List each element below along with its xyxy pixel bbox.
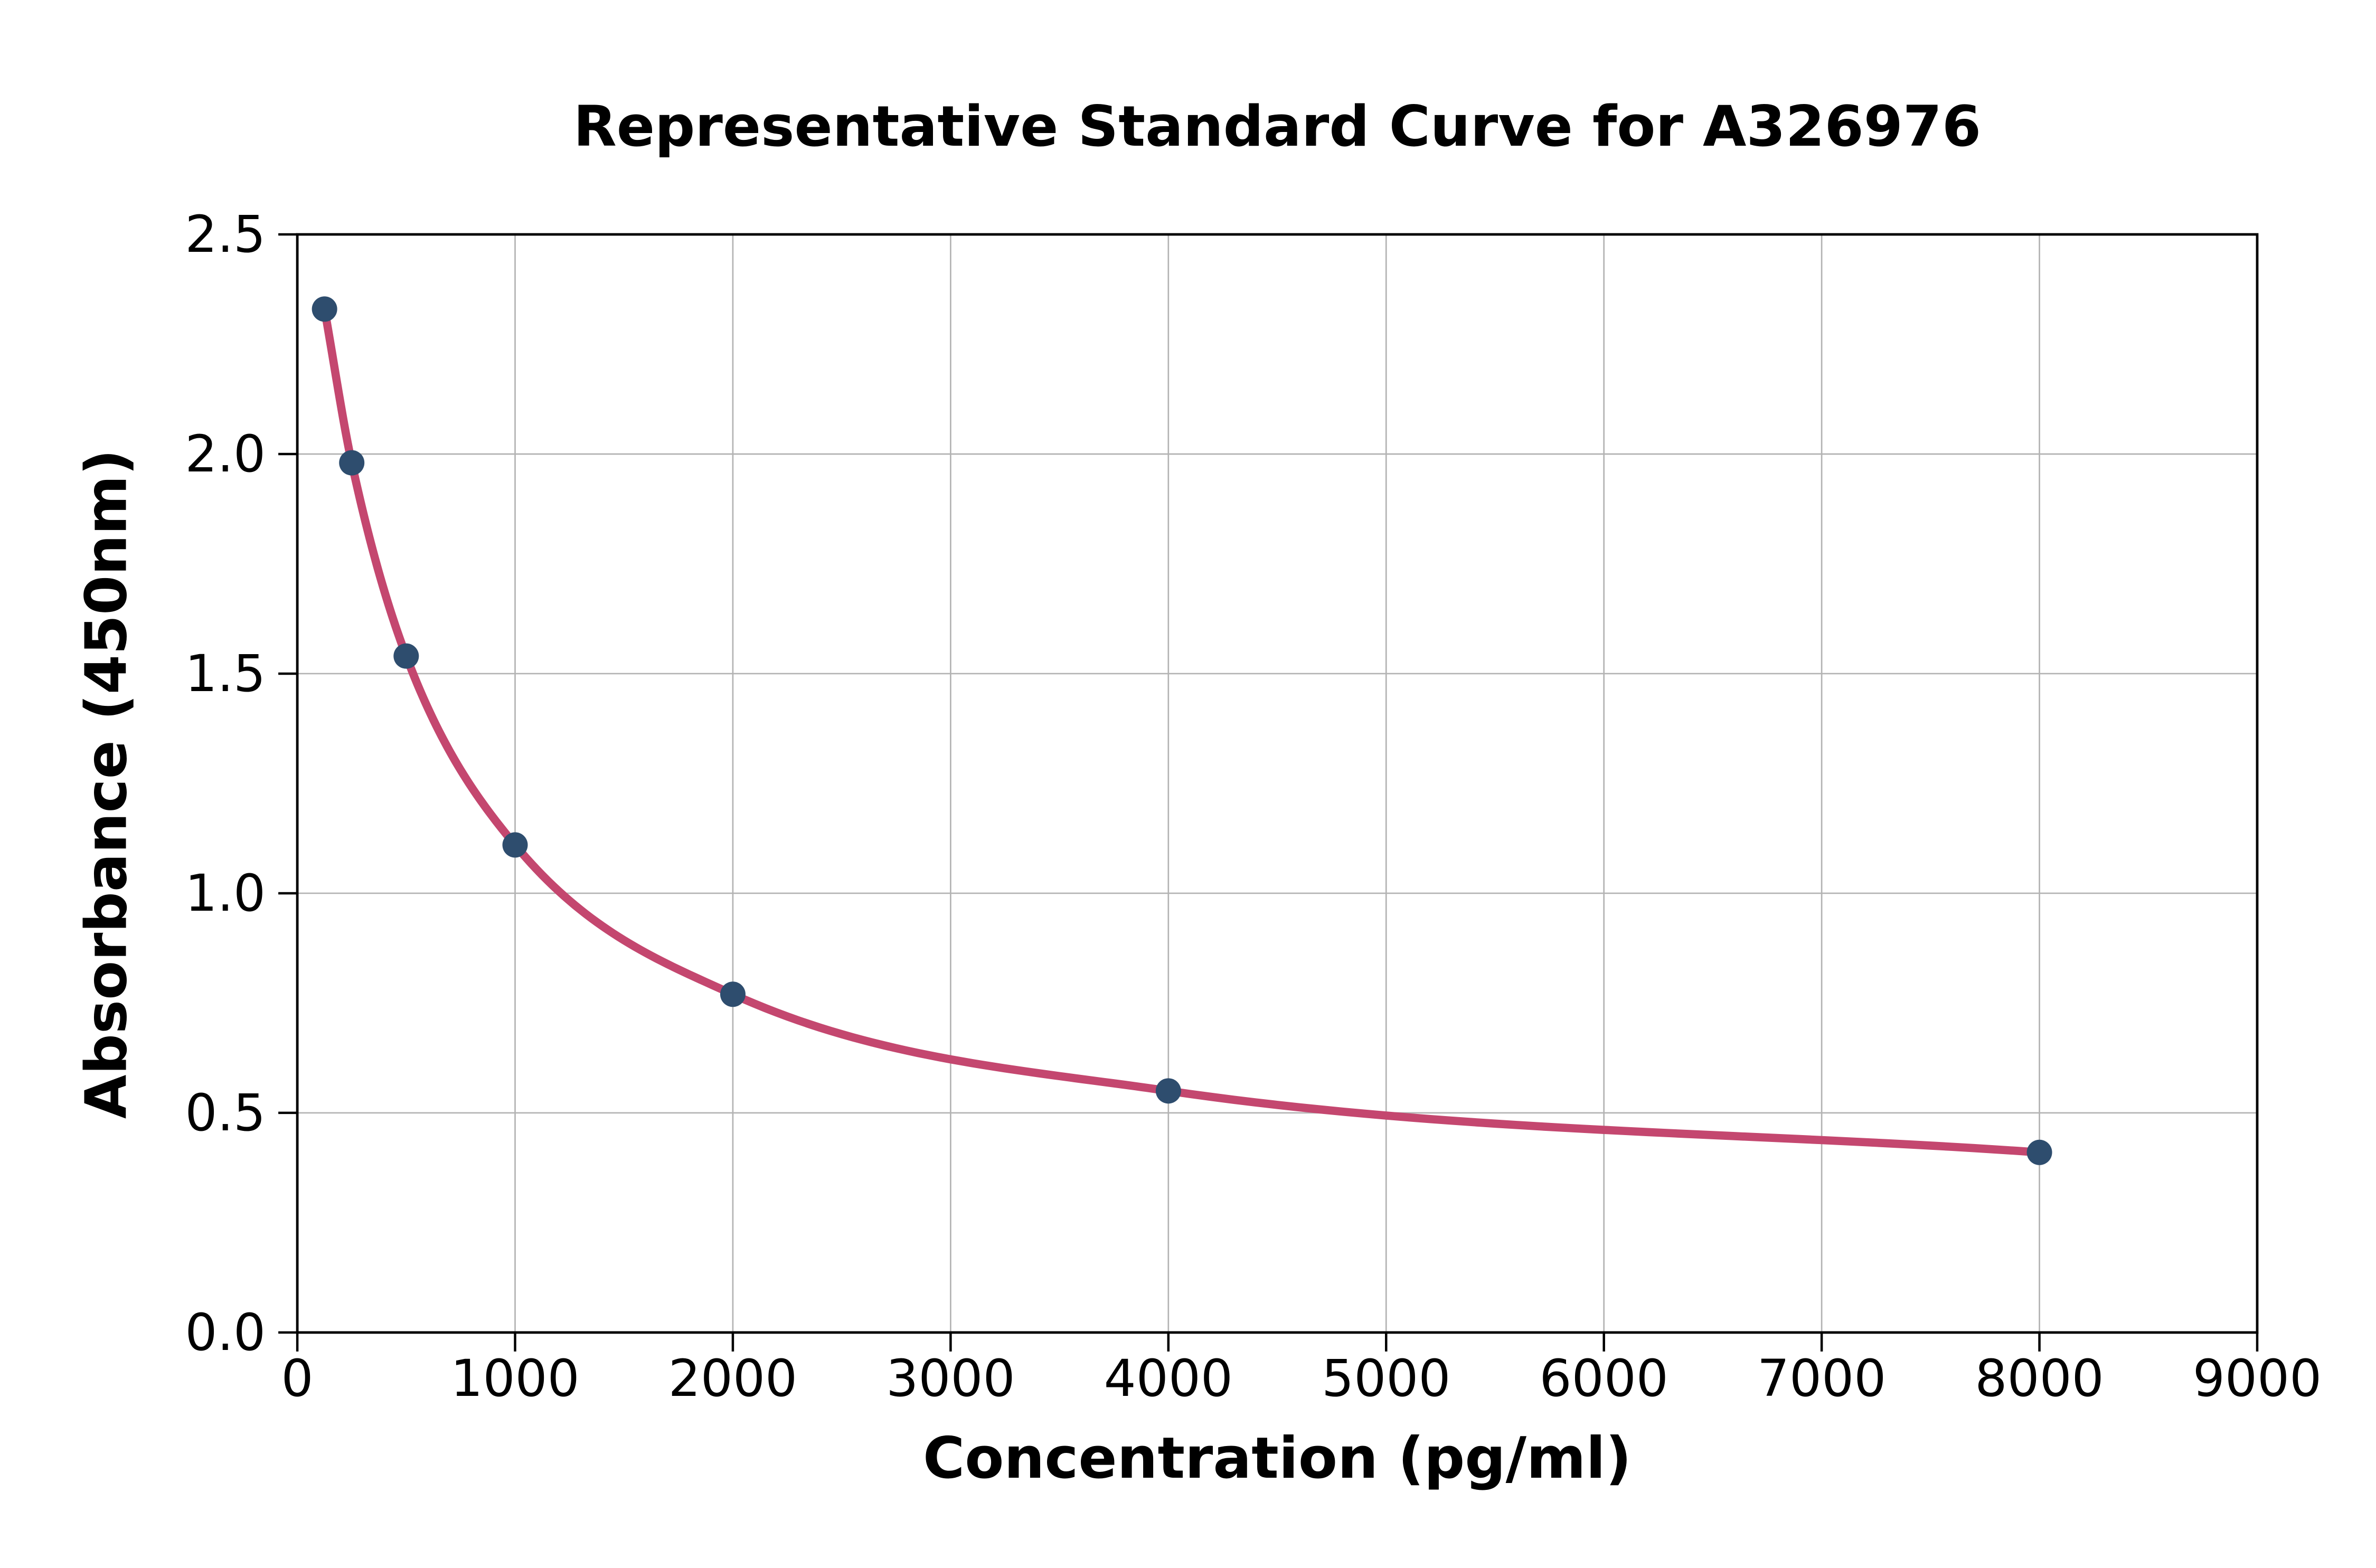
y-tick-label: 1.0 bbox=[185, 864, 266, 923]
x-tick-label: 2000 bbox=[668, 1349, 797, 1408]
x-tick-label: 6000 bbox=[1540, 1349, 1668, 1408]
x-tick-label: 9000 bbox=[2193, 1349, 2322, 1408]
data-point bbox=[1155, 1078, 1181, 1104]
data-point bbox=[339, 450, 365, 476]
y-tick-label: 0.0 bbox=[185, 1303, 266, 1362]
data-point bbox=[312, 296, 337, 322]
data-point bbox=[2026, 1139, 2052, 1165]
x-axis-label: Concentration (pg/ml) bbox=[923, 1427, 1632, 1492]
fit-curve bbox=[320, 308, 2040, 1157]
x-tick-label: 0 bbox=[281, 1349, 314, 1408]
axes-box bbox=[296, 233, 2259, 1334]
x-tick-label: 4000 bbox=[1104, 1349, 1233, 1408]
x-tick-label: 7000 bbox=[1757, 1349, 1886, 1408]
x-tick-label: 5000 bbox=[1322, 1349, 1450, 1408]
y-tick-label: 2.5 bbox=[185, 205, 266, 264]
y-tick-label: 1.5 bbox=[185, 644, 266, 703]
y-tick-label: 2.0 bbox=[185, 424, 266, 484]
x-tick-label: 3000 bbox=[886, 1349, 1015, 1408]
x-tick-label: 1000 bbox=[450, 1349, 579, 1408]
y-tick-label: 0.5 bbox=[185, 1083, 266, 1142]
data-point bbox=[720, 981, 746, 1007]
y-axis-label: Absorbance (450nm) bbox=[75, 448, 140, 1119]
chart-title: Representative Standard Curve for A32697… bbox=[573, 95, 1982, 160]
data-point bbox=[502, 832, 528, 858]
data-point bbox=[393, 643, 419, 669]
x-tick-label: 8000 bbox=[1975, 1349, 2104, 1408]
